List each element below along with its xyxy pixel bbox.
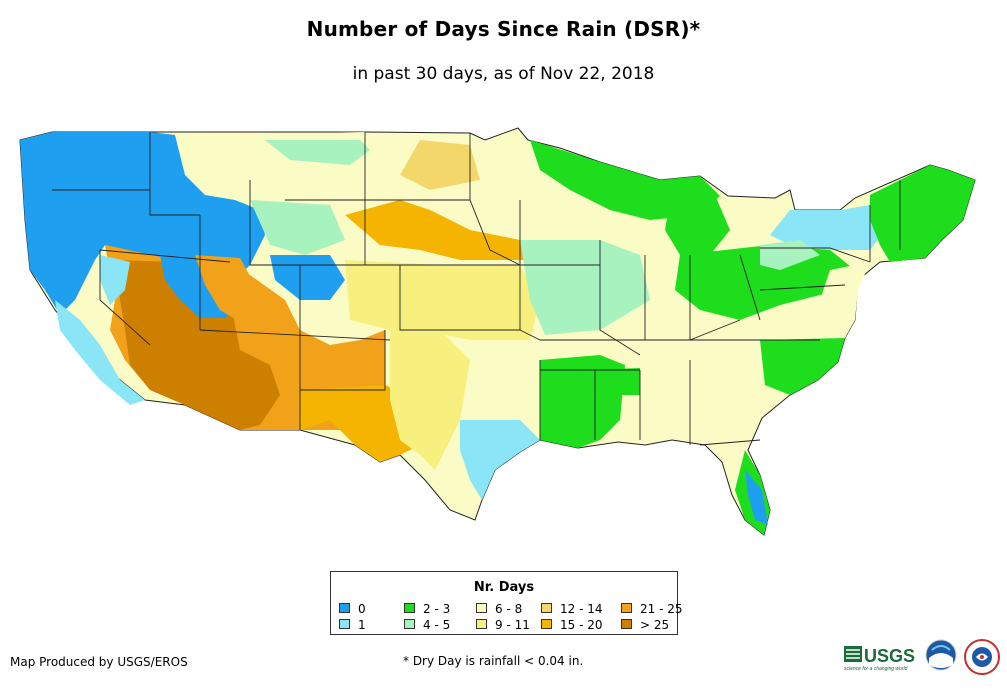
- legend-item: > 25: [621, 619, 669, 631]
- legend-item: 2 - 3: [404, 603, 450, 615]
- map-title: Number of Days Since Rain (DSR)*: [306, 17, 701, 41]
- dry-day-note: * Dry Day is rainfall < 0.04 in.: [403, 654, 584, 668]
- legend-label: 0: [358, 602, 366, 616]
- legend-swatch: [541, 603, 552, 613]
- legend-swatch: [339, 603, 350, 613]
- legend-item: 1: [339, 619, 366, 631]
- map-credit: Map Produced by USGS/EROS: [10, 655, 188, 669]
- legend-item: 9 - 11: [476, 619, 530, 631]
- legend-item: 21 - 25: [621, 603, 683, 615]
- legend-item: 15 - 20: [541, 619, 603, 631]
- legend-label: 9 - 11: [495, 618, 530, 632]
- legend-swatch: [476, 619, 487, 629]
- legend-item: 12 - 14: [541, 603, 603, 615]
- usgs-tagline: science for a changing world: [844, 666, 908, 672]
- noaa-logo-icon: [925, 639, 957, 671]
- state-boundaries: [52, 132, 901, 446]
- legend-label: > 25: [640, 618, 670, 632]
- legend-item: 0: [339, 603, 366, 615]
- legend-box: Nr. Days 0 1 2 - 3 4 - 5 6 - 8 9 - 11 12 - 14 1…: [330, 571, 683, 635]
- legend-swatch: [621, 603, 632, 613]
- legend-item: 6 - 8: [476, 603, 522, 615]
- legend-label: 1: [358, 618, 366, 632]
- legend-label: 12 - 14: [560, 602, 603, 616]
- legend-label: 2 - 3: [423, 602, 451, 616]
- usgs-logo-text: USGS: [864, 646, 915, 666]
- nws-logo-icon: [964, 639, 1000, 675]
- legend-item: 4 - 5: [404, 619, 450, 631]
- legend-swatch: [476, 603, 487, 613]
- legend-swatch: [404, 619, 415, 629]
- legend-label: 4 - 5: [423, 618, 451, 632]
- legend-swatch: [339, 619, 350, 629]
- legend-title: Nr. Days: [473, 580, 535, 595]
- map-subtitle: in past 30 days, as of Nov 22, 2018: [352, 64, 655, 84]
- map-regions: [19, 127, 976, 536]
- legend-label: 15 - 20: [560, 618, 603, 632]
- legend-swatch: [541, 619, 552, 629]
- legend-swatch: [404, 603, 415, 613]
- legend-swatch: [621, 619, 632, 629]
- legend-label: 21 - 25: [640, 602, 683, 616]
- usgs-logo-icon: USGS science for a changing world: [844, 646, 915, 672]
- legend-label: 6 - 8: [495, 602, 523, 616]
